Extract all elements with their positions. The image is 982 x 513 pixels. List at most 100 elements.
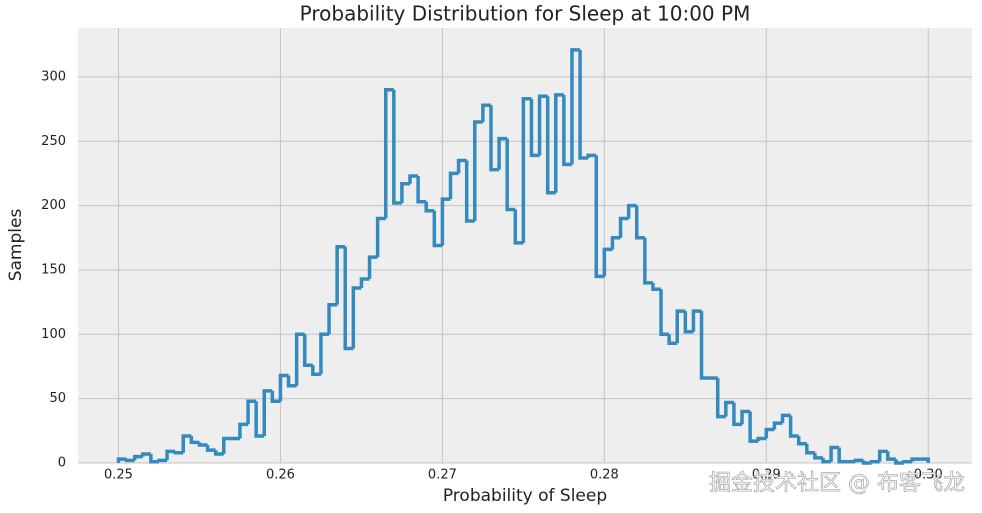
histogram-step bbox=[432, 210, 443, 248]
histogram-step bbox=[635, 205, 645, 240]
histogram-step bbox=[578, 49, 589, 160]
histogram-step bbox=[659, 289, 670, 337]
histogram-step bbox=[157, 458, 168, 463]
histogram-step bbox=[165, 449, 176, 461]
histogram-step bbox=[724, 400, 734, 417]
histogram-step bbox=[408, 174, 419, 184]
histogram-step bbox=[562, 94, 572, 167]
histogram-step bbox=[464, 160, 475, 223]
y-tick-label: 50 bbox=[49, 391, 66, 406]
histogram-step bbox=[278, 373, 289, 402]
histogram-step bbox=[132, 454, 143, 461]
histogram-step bbox=[286, 375, 297, 388]
histogram-step bbox=[772, 421, 783, 430]
histogram-step bbox=[270, 390, 281, 403]
y-tick-label: 100 bbox=[41, 327, 66, 342]
histogram-step bbox=[813, 452, 823, 460]
histogram-step bbox=[359, 277, 370, 288]
histogram-step bbox=[222, 436, 232, 454]
histogram-step bbox=[311, 365, 321, 376]
histogram-step bbox=[675, 309, 686, 344]
histogram-step bbox=[375, 216, 386, 258]
histogram-step bbox=[141, 452, 151, 457]
histogram-step bbox=[715, 378, 726, 419]
histogram-step bbox=[886, 451, 896, 461]
histogram-step bbox=[246, 399, 257, 425]
histogram-step bbox=[149, 453, 159, 464]
y-tick-label: 300 bbox=[41, 69, 66, 84]
histogram-step bbox=[262, 389, 273, 436]
x-tick-label: 0.28 bbox=[590, 468, 619, 483]
histogram-step bbox=[319, 332, 330, 375]
histogram-step bbox=[497, 136, 508, 170]
histogram-step bbox=[910, 457, 921, 462]
histogram-step bbox=[902, 459, 913, 464]
histogram-step bbox=[173, 450, 184, 455]
histogram-step bbox=[213, 450, 224, 456]
histogram-step bbox=[481, 103, 491, 122]
watermark: 掘金技术社区 @ 布客飞龙 bbox=[709, 471, 965, 496]
histogram-step bbox=[383, 88, 394, 219]
y-tick-label: 0 bbox=[58, 456, 66, 471]
histogram-step bbox=[505, 138, 516, 212]
histogram-step bbox=[327, 302, 338, 335]
histogram-step bbox=[920, 457, 931, 463]
histogram-step bbox=[869, 459, 880, 464]
histogram-step bbox=[124, 458, 135, 463]
histogram-step bbox=[748, 411, 759, 443]
histogram-step bbox=[205, 444, 216, 452]
histogram-step bbox=[181, 434, 192, 453]
plot-area bbox=[78, 28, 972, 463]
histogram-step bbox=[197, 442, 208, 447]
histogram-step bbox=[732, 402, 743, 427]
histogram-step bbox=[594, 155, 605, 279]
histogram-step bbox=[626, 203, 637, 219]
y-tick-label: 250 bbox=[41, 134, 66, 149]
x-tick-label: 0.27 bbox=[428, 468, 457, 483]
histogram-step bbox=[294, 332, 305, 386]
histogram-step bbox=[537, 94, 548, 156]
histogram-step bbox=[643, 237, 653, 285]
histogram-step bbox=[788, 415, 799, 438]
x-axis-label: Probability of Sleep bbox=[443, 486, 607, 506]
histogram-step bbox=[667, 334, 678, 346]
histogram-step bbox=[796, 435, 807, 446]
x-tick-label: 0.26 bbox=[266, 468, 295, 483]
x-tick-label: 0.25 bbox=[104, 468, 133, 483]
histogram-step bbox=[343, 246, 354, 351]
histogram-step bbox=[610, 236, 621, 250]
x-tick-label: 0.29 bbox=[752, 468, 781, 483]
y-tick-label: 150 bbox=[41, 262, 66, 277]
histogram-step bbox=[545, 96, 556, 195]
histogram-step bbox=[529, 98, 540, 158]
histogram-step bbox=[489, 105, 500, 172]
histogram-step bbox=[602, 247, 613, 277]
histogram-step bbox=[699, 311, 710, 380]
y-axis-label: Samples bbox=[6, 209, 26, 282]
chart-title: Probability Distribution for Sleep at 10… bbox=[300, 2, 751, 26]
histogram-step bbox=[683, 311, 694, 334]
histogram-step bbox=[618, 216, 629, 238]
histogram-step bbox=[894, 459, 904, 465]
histogram-step bbox=[877, 449, 888, 462]
histogram-step bbox=[335, 245, 346, 305]
histogram-step bbox=[473, 120, 483, 222]
histogram-step bbox=[513, 209, 524, 245]
histogram-step bbox=[238, 422, 249, 439]
histogram-step bbox=[570, 48, 581, 165]
histogram-step bbox=[829, 445, 840, 462]
histogram-step bbox=[424, 201, 435, 213]
histogram-step bbox=[448, 171, 459, 200]
histogram-step bbox=[821, 457, 832, 464]
histogram-step bbox=[586, 153, 597, 158]
histogram-step bbox=[351, 286, 362, 349]
histogram-step bbox=[853, 458, 864, 463]
histogram-step bbox=[189, 435, 200, 445]
histogram-step bbox=[780, 413, 791, 424]
histogram-step bbox=[805, 443, 815, 455]
histogram-step bbox=[837, 447, 848, 464]
histogram-step bbox=[254, 401, 265, 438]
y-tick-label: 200 bbox=[41, 198, 66, 213]
